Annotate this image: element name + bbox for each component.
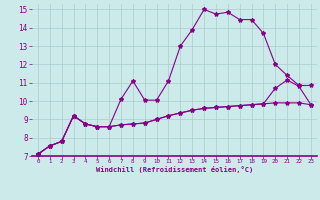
X-axis label: Windchill (Refroidissement éolien,°C): Windchill (Refroidissement éolien,°C): [96, 166, 253, 173]
